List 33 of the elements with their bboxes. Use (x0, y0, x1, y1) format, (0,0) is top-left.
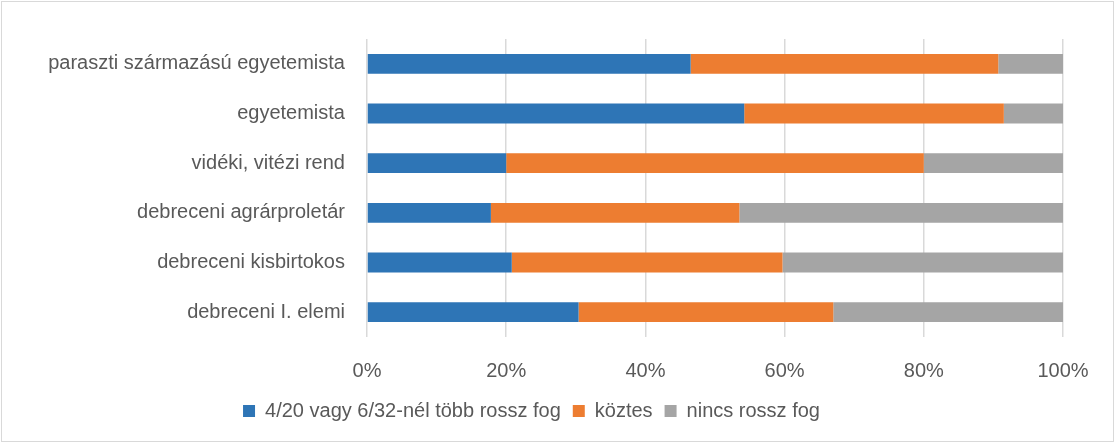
legend-label: nincs rossz fog (686, 398, 820, 421)
legend-label: köztes (594, 398, 653, 421)
bar (923, 153, 1063, 174)
x-tick-label: 60% (764, 358, 805, 381)
y-tick-label: debreceni kisbirtokos (157, 250, 345, 273)
bar (739, 202, 1063, 223)
bar (490, 202, 740, 223)
bar (833, 302, 1063, 323)
x-tick-label: 20% (486, 358, 527, 381)
y-tick-label: egyetemista (237, 101, 346, 124)
bar (367, 153, 507, 174)
bar (744, 103, 1004, 124)
x-tick-label: 80% (903, 358, 945, 381)
bar (690, 53, 999, 74)
bar (511, 252, 783, 273)
x-tick-label: 100% (1037, 358, 1089, 381)
y-tick-label: vidéki, vitézi rend (191, 150, 345, 173)
bar (367, 252, 512, 273)
bar (506, 153, 924, 174)
bar (782, 252, 1063, 273)
bar (367, 302, 579, 323)
y-tick-label: debreceni agrárproletár (137, 200, 346, 223)
x-tick-label: 0% (352, 358, 382, 381)
bar (367, 202, 491, 223)
bar (998, 53, 1063, 74)
y-tick-label: paraszti származású egyetemista (48, 51, 346, 74)
x-tick-label: 40% (625, 358, 666, 381)
y-tick-label: debreceni I. elemi (187, 299, 345, 322)
bar (578, 302, 834, 323)
bar (1003, 103, 1063, 124)
legend-label: 4/20 vagy 6/32-nél több rossz fog (265, 398, 561, 421)
bar (367, 103, 745, 124)
bar (367, 53, 691, 74)
